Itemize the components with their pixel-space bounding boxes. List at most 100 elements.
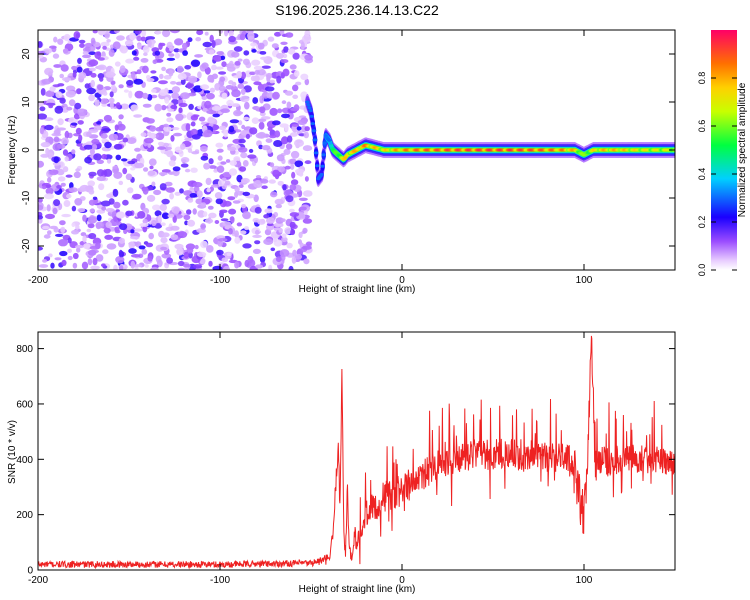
- noise-blob: [112, 41, 121, 50]
- noise-blob: [127, 160, 136, 165]
- noise-blob: [265, 138, 273, 144]
- noise-blob: [126, 79, 134, 86]
- noise-blob: [300, 73, 309, 81]
- noise-blob: [136, 69, 142, 75]
- noise-blob: [88, 94, 95, 102]
- noise-blob: [208, 260, 213, 267]
- noise-blob: [238, 134, 245, 140]
- noise-blob: [161, 253, 172, 259]
- noise-blob: [52, 207, 58, 215]
- noise-blob: [174, 191, 181, 196]
- noise-blob: [75, 244, 84, 249]
- noise-blob: [182, 42, 188, 50]
- noise-blob: [174, 146, 183, 153]
- noise-blob: [152, 204, 161, 211]
- noise-blob: [244, 259, 250, 268]
- snr-panel: -200 -100 0 100 0 200 400 600 800 Height of stra…: [7, 331, 676, 595]
- noise-blob: [77, 187, 87, 193]
- noise-blob: [177, 267, 186, 270]
- noise-blob: [257, 218, 266, 225]
- noise-blob: [187, 75, 198, 84]
- noise-blob: [253, 180, 263, 188]
- noise-blob: [113, 171, 123, 179]
- noise-blob: [77, 120, 84, 125]
- noise-blob: [289, 184, 297, 191]
- noise-blob: [153, 189, 162, 196]
- noise-blob: [170, 234, 179, 241]
- noise-blob: [86, 87, 96, 95]
- noise-blob: [194, 244, 199, 250]
- y-tick-label: 400: [16, 455, 33, 466]
- noise-blob: [164, 97, 170, 104]
- noise-blob: [96, 214, 102, 222]
- noise-blob: [290, 163, 295, 170]
- noise-blob: [155, 126, 164, 132]
- noise-blob: [117, 123, 126, 131]
- noise-blob: [233, 109, 242, 117]
- noise-blob: [260, 178, 269, 184]
- noise-blob: [218, 71, 227, 75]
- signal-mark: [306, 103, 311, 107]
- noise-blob: [74, 198, 83, 206]
- noise-blob: [183, 251, 189, 259]
- x-tick-label: 100: [576, 575, 593, 586]
- noise-blob: [77, 57, 82, 64]
- signal-mark: [309, 114, 314, 118]
- noise-blob: [251, 117, 260, 124]
- noise-blob: [174, 38, 184, 46]
- noise-blob: [194, 54, 204, 58]
- noise-blob: [44, 124, 54, 131]
- noise-blob: [292, 249, 297, 257]
- noise-blob: [265, 72, 273, 79]
- noise-blob: [114, 124, 119, 131]
- noise-blob: [61, 259, 67, 266]
- noise-blob: [48, 253, 53, 258]
- noise-blob: [244, 226, 249, 231]
- noise-blob: [118, 114, 124, 120]
- noise-blob: [289, 208, 295, 213]
- noise-blob: [205, 92, 215, 100]
- noise-blob: [302, 245, 312, 250]
- noise-blob: [65, 90, 76, 98]
- y-tick-label: -20: [21, 238, 32, 253]
- noise-blob: [128, 248, 137, 254]
- noise-blob: [160, 237, 168, 244]
- noise-blob: [288, 265, 294, 270]
- noise-blob: [234, 61, 241, 66]
- noise-blob: [115, 211, 126, 219]
- noise-blob: [95, 221, 105, 229]
- noise-blob: [239, 95, 250, 103]
- noise-blob: [125, 173, 133, 181]
- noise-blob: [237, 83, 245, 89]
- noise-blob: [189, 193, 198, 198]
- noise-blob: [290, 107, 299, 112]
- noise-blob: [280, 41, 288, 45]
- noise-blob: [242, 211, 251, 220]
- y-tick-label: 200: [16, 510, 33, 521]
- noise-blob: [125, 58, 135, 64]
- noise-blob: [190, 121, 196, 127]
- noise-blob: [270, 247, 276, 252]
- y-tick-label: 600: [16, 399, 33, 410]
- noise-blob: [39, 127, 45, 135]
- colorbar-tick-label: 0.4: [697, 168, 707, 181]
- noise-blob: [166, 151, 174, 158]
- noise-blob: [81, 261, 89, 270]
- noise-blob: [302, 218, 313, 224]
- noise-blob: [195, 198, 204, 205]
- signal-mark: [312, 138, 318, 142]
- noise-blob: [62, 48, 69, 54]
- noise-blob: [200, 202, 207, 208]
- noise-blob: [286, 242, 293, 249]
- noise-blob: [285, 143, 293, 150]
- noise-blob: [115, 256, 125, 264]
- noise-blob: [220, 218, 229, 222]
- noise-blob: [185, 123, 191, 132]
- noise-blob: [128, 90, 133, 99]
- noise-blob: [119, 45, 128, 54]
- noise-blob: [114, 226, 120, 232]
- noise-blob: [203, 90, 211, 94]
- noise-blob: [252, 97, 259, 104]
- noise-blob: [120, 103, 130, 110]
